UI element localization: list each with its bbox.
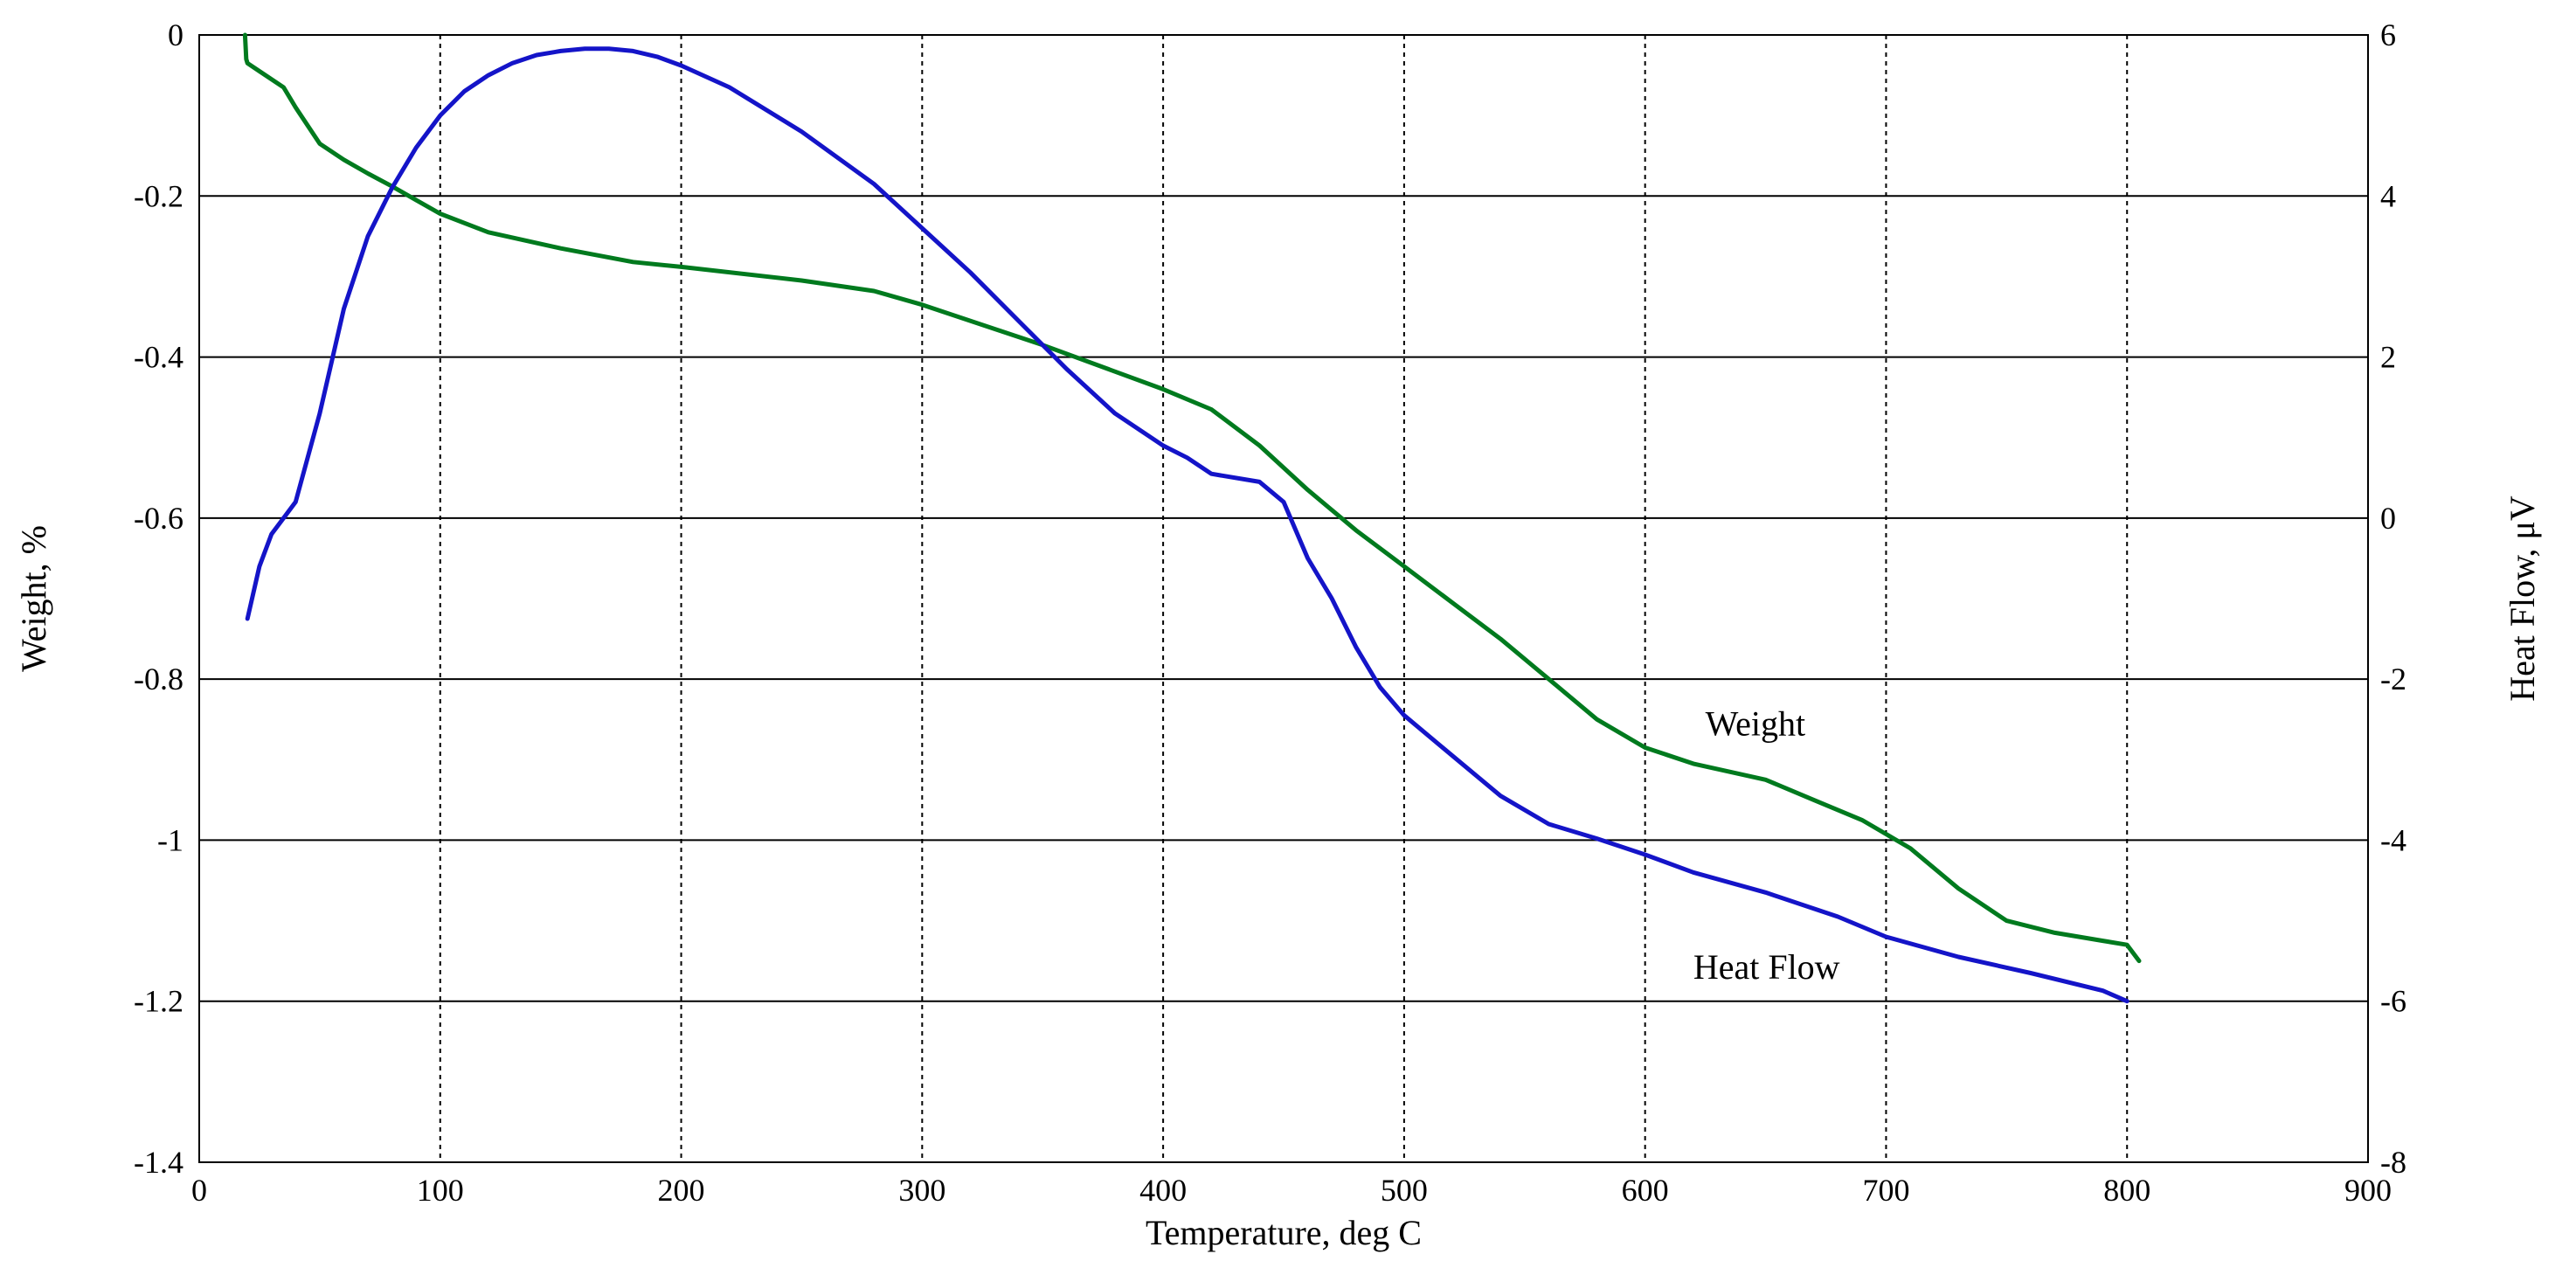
x-tick-label: 800 xyxy=(2103,1173,2150,1208)
y-left-tick-label: -1.2 xyxy=(134,984,184,1019)
y-right-tick-label: 0 xyxy=(2380,501,2396,536)
x-tick-label: 200 xyxy=(658,1173,705,1208)
y-axis-right-title: Heat Flow, μV xyxy=(2503,495,2542,702)
y-left-tick-label: -0.2 xyxy=(134,178,184,213)
y-left-tick-label: -0.4 xyxy=(134,340,184,375)
heat-flow-line xyxy=(247,49,2127,1001)
y-right-tick-label: -8 xyxy=(2380,1145,2406,1180)
y-right-tick-label: 6 xyxy=(2380,17,2396,52)
x-tick-label: 400 xyxy=(1139,1173,1187,1208)
weight-series-label: Weight xyxy=(1706,704,1806,744)
x-tick-label: 300 xyxy=(898,1173,945,1208)
x-tick-label: 0 xyxy=(191,1173,207,1208)
x-tick-label: 600 xyxy=(1622,1173,1669,1208)
y-right-tick-label: -4 xyxy=(2380,822,2406,857)
heat-flow-series-label: Heat Flow xyxy=(1693,947,1840,987)
grid xyxy=(199,35,2368,1162)
x-axis-title: Temperature, deg C xyxy=(1146,1213,1422,1252)
x-tick-label: 500 xyxy=(1381,1173,1428,1208)
y-axis-left-title: Weight, % xyxy=(14,525,53,672)
y-left-tick-label: -0.8 xyxy=(134,662,184,696)
y-left-tick-label: -0.6 xyxy=(134,501,184,536)
y-right-tick-label: -6 xyxy=(2380,984,2406,1019)
y-right-tick-label: 4 xyxy=(2380,178,2396,213)
y-left-tick-label: -1.4 xyxy=(134,1145,184,1180)
plot-frame xyxy=(199,35,2368,1162)
y-left-tick-label: 0 xyxy=(168,17,184,52)
weight-line xyxy=(245,35,2139,961)
y-right-tick-label: -2 xyxy=(2380,662,2406,696)
y-left-tick-label: -1 xyxy=(157,822,184,857)
x-tick-label: 100 xyxy=(417,1173,464,1208)
y-right-tick-label: 2 xyxy=(2380,340,2396,375)
x-tick-label: 700 xyxy=(1862,1173,1909,1208)
